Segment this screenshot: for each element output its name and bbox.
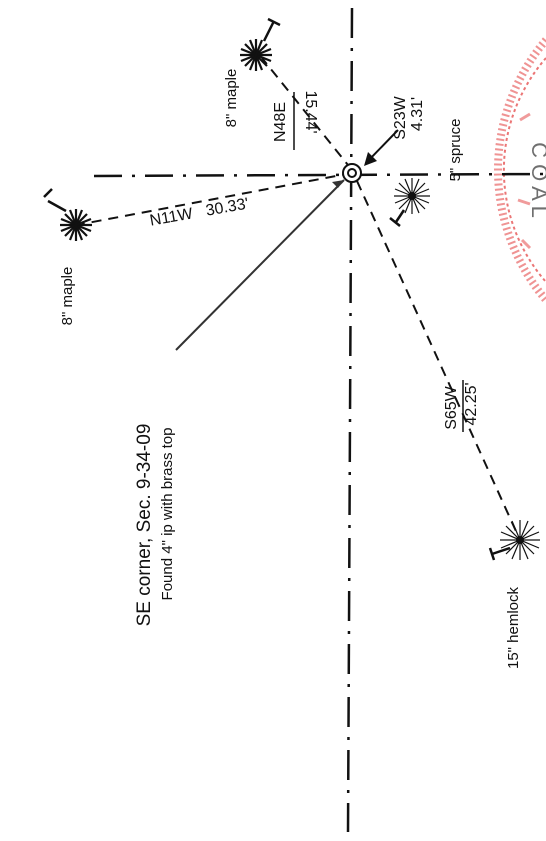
bearing-n48e-text: N48E: [272, 102, 289, 142]
tree-icon: [389, 178, 430, 227]
monument-icon: [342, 163, 362, 183]
bearing-s23w: S23W: [392, 95, 409, 139]
corner-title: SE corner, Sec. 9-34-09: [134, 424, 155, 627]
tree-icon: [488, 520, 540, 561]
tie-line-n11w: [81, 172, 353, 225]
svg-text:C O A L: C O A L: [527, 142, 546, 218]
tree-icon: [43, 188, 92, 241]
bearing-s65w: S65W: [443, 385, 460, 429]
distance-s23w: 4.31': [409, 97, 426, 131]
surveyor-seal-stamp: C O A L: [494, 37, 546, 303]
tree-label-maple-ne: 8" maple: [223, 69, 240, 128]
distance-n48e: 15.44': [302, 90, 319, 133]
section-line-horizontal: [93, 172, 546, 178]
tree-label-spruce: 5" spruce: [447, 119, 464, 182]
corner-subtitle: Found 4" ip with brass top: [159, 428, 176, 601]
bearing-n11w: N11W: [148, 205, 194, 229]
tie-line-n48e: [261, 57, 353, 171]
distance-s65w: 42.25': [463, 382, 480, 425]
tree-label-maple-nw: 8" maple: [59, 267, 76, 326]
tree-label-hemlock: 15" hemlock: [505, 586, 522, 669]
tree-icon: [240, 17, 281, 71]
tie-line-s65w: [356, 180, 521, 541]
leader-arrow: [175, 179, 345, 351]
s23w-arrow: [364, 129, 399, 166]
section-line-vertical: [346, 7, 354, 833]
